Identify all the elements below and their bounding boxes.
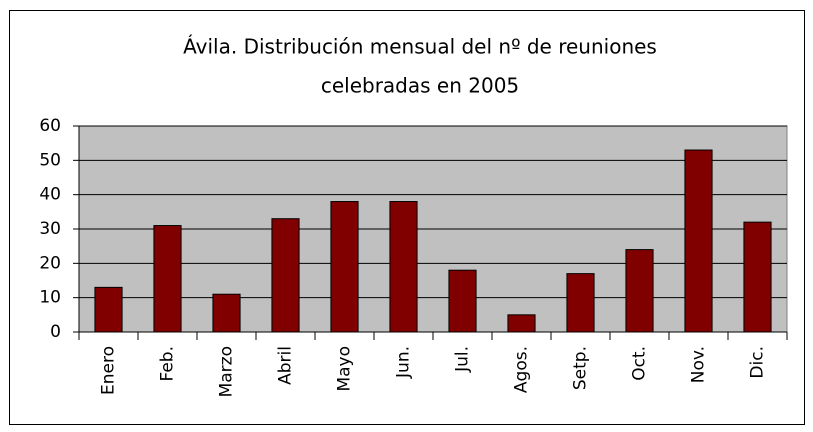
bar bbox=[743, 221, 772, 333]
x-tick-label: Mayo bbox=[335, 346, 355, 392]
x-tick-label: Agos. bbox=[512, 346, 532, 393]
bar bbox=[389, 201, 418, 333]
bar bbox=[625, 249, 654, 333]
x-tick-label: Oct. bbox=[630, 346, 650, 381]
y-tick-label: 50 bbox=[39, 150, 61, 170]
y-tick-label: 40 bbox=[39, 185, 61, 205]
bar bbox=[507, 314, 536, 333]
x-tick-label: Feb. bbox=[158, 346, 178, 382]
bar bbox=[153, 225, 182, 333]
x-tick-label: Nov. bbox=[689, 346, 709, 383]
x-tick-label: Enero bbox=[99, 346, 119, 395]
y-tick-label: 0 bbox=[50, 322, 61, 342]
chart-title: Ávila. Distribución mensual del nº de re… bbox=[183, 35, 657, 59]
x-tick-label: Setp. bbox=[571, 346, 591, 390]
y-tick-label: 60 bbox=[39, 116, 61, 136]
bar bbox=[94, 286, 123, 333]
x-tick-label: Marzo bbox=[217, 346, 237, 397]
bar bbox=[212, 293, 241, 333]
bar bbox=[448, 269, 477, 333]
y-tick-label: 20 bbox=[39, 253, 61, 273]
chart-title: celebradas en 2005 bbox=[321, 74, 519, 98]
bar bbox=[330, 201, 359, 333]
x-tick-label: Dic. bbox=[748, 346, 768, 379]
bar bbox=[271, 218, 300, 333]
x-tick-label: Abril bbox=[276, 346, 296, 385]
bar bbox=[684, 149, 713, 333]
y-tick-label: 30 bbox=[39, 219, 61, 239]
x-tick-label: Jul. bbox=[453, 346, 473, 373]
bar bbox=[566, 273, 595, 333]
y-tick-label: 10 bbox=[39, 288, 61, 308]
x-tick-label: Jun. bbox=[394, 346, 414, 379]
